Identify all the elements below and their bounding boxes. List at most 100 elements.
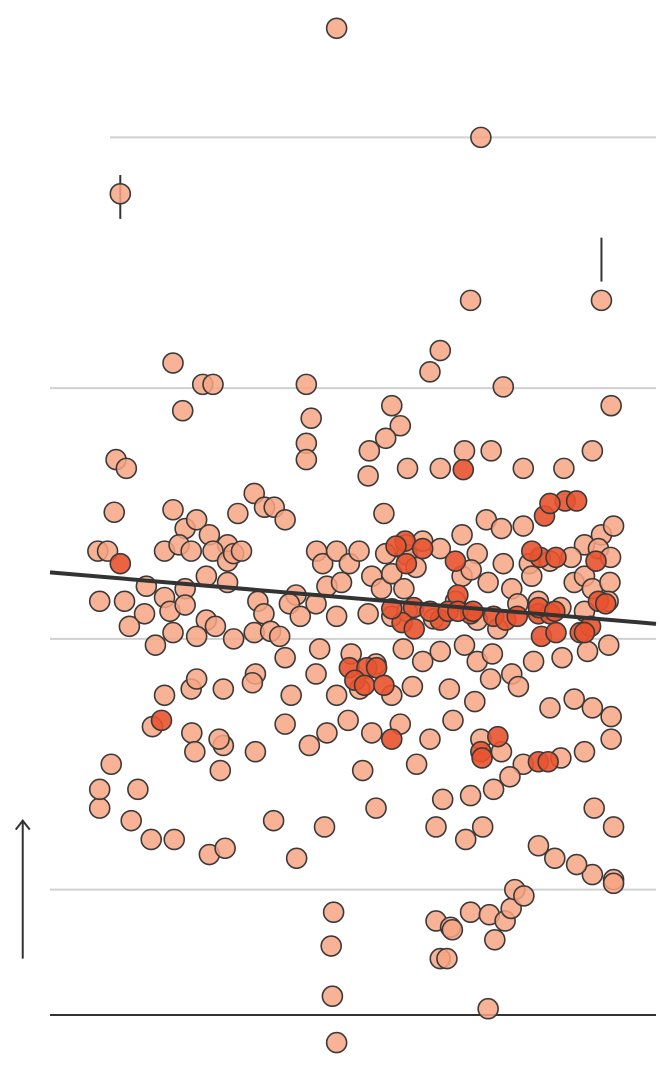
data-point: [88, 778, 111, 801]
data-point: [392, 638, 415, 660]
data-point: [162, 621, 184, 644]
data-point: [565, 853, 588, 876]
data-point: [174, 594, 196, 616]
data-point: [602, 872, 625, 895]
data-point: [120, 809, 143, 832]
data-point: [214, 837, 236, 860]
data-point: [204, 615, 227, 638]
data-point: [109, 182, 132, 205]
data-point: [171, 399, 194, 422]
data-point: [581, 440, 604, 462]
data-point: [520, 565, 543, 587]
data-point: [543, 847, 566, 870]
data-point-highlight: [487, 725, 509, 748]
data-point: [348, 540, 370, 562]
data-point: [325, 17, 348, 40]
data-point: [429, 640, 452, 663]
data-point: [330, 571, 353, 594]
data-point: [583, 797, 605, 819]
data-point: [127, 778, 149, 801]
data-point: [209, 759, 232, 782]
data-point: [360, 722, 383, 744]
data-point: [181, 722, 203, 744]
data-point: [470, 126, 492, 149]
data-point: [490, 517, 513, 540]
data-point-highlight: [594, 592, 617, 615]
data-point-highlight: [373, 674, 395, 697]
data-point: [241, 671, 264, 694]
data-point: [262, 809, 285, 832]
data-point: [373, 502, 395, 525]
data-point-highlight: [385, 535, 407, 557]
data-point: [602, 515, 625, 537]
data-point-highlight: [444, 550, 467, 572]
data-point-highlight: [565, 490, 588, 512]
data-point: [88, 590, 111, 613]
data-point: [581, 697, 604, 719]
data-point: [140, 828, 163, 851]
data-point: [405, 753, 428, 776]
data-point: [351, 759, 374, 782]
data-point: [453, 634, 476, 656]
data-point-highlight: [395, 552, 418, 575]
data-point: [374, 427, 397, 450]
data-point: [471, 816, 494, 838]
data-point: [358, 440, 381, 462]
data-point: [300, 407, 322, 430]
data-point: [295, 448, 318, 471]
data-point: [431, 788, 454, 811]
data-point: [162, 352, 184, 374]
data-point: [393, 577, 415, 600]
data-point: [527, 834, 550, 857]
data-point: [389, 414, 412, 437]
data-point: [325, 1031, 348, 1054]
data-point: [153, 684, 176, 707]
data-point: [212, 678, 235, 700]
data-point: [357, 465, 379, 487]
data-point-highlight: [520, 540, 543, 562]
data-point: [162, 498, 184, 521]
data-points: [87, 17, 625, 1054]
data-point: [551, 646, 573, 669]
data-point: [522, 650, 545, 673]
data-point: [419, 361, 441, 383]
data-point: [590, 289, 613, 312]
data-point: [337, 709, 359, 732]
data-point: [325, 605, 348, 628]
data-point: [274, 646, 296, 669]
data-point: [365, 797, 387, 819]
data-point-highlight: [411, 537, 434, 560]
data-point-highlight: [380, 728, 403, 750]
data-point: [459, 289, 482, 312]
data-point: [507, 675, 530, 698]
data-point: [459, 784, 482, 807]
data-point: [202, 373, 224, 396]
data-point-highlight: [585, 550, 607, 572]
data-point: [401, 675, 424, 698]
data-point: [441, 918, 464, 941]
data-point: [453, 440, 476, 462]
data-point: [597, 634, 620, 656]
data-point: [280, 684, 302, 707]
data-point: [185, 668, 208, 690]
data-point: [133, 602, 156, 625]
trend-layer: [49, 570, 657, 626]
data-point: [481, 643, 504, 665]
data-point: [442, 709, 464, 732]
data-point: [454, 828, 477, 851]
data-point: [600, 705, 622, 728]
data-point: [295, 373, 318, 396]
data-point: [563, 688, 585, 710]
data-point: [576, 640, 599, 663]
data-point: [480, 440, 502, 462]
data-point: [184, 740, 206, 763]
data-point: [599, 571, 621, 594]
data-point: [320, 935, 342, 957]
data-point-highlight: [573, 621, 596, 644]
data-point-highlight: [462, 600, 484, 623]
data-point: [285, 847, 308, 870]
data-point: [222, 628, 245, 650]
data-point: [230, 540, 253, 562]
data-point: [118, 615, 141, 638]
data-point-highlight: [150, 709, 173, 732]
